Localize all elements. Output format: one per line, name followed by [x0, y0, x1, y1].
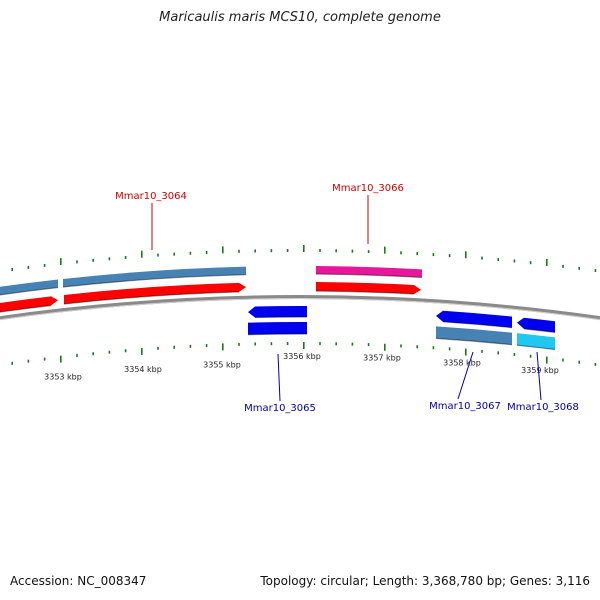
- tick-label: 3359 kbp: [521, 366, 559, 375]
- gene-bar-3067: [436, 326, 512, 345]
- cds-arrow-3067: [436, 310, 512, 328]
- gene-bar-3068-shade: [516, 344, 556, 351]
- gene-bar-3067-shade: [435, 337, 513, 346]
- gene-label: Mmar10_3068: [507, 402, 579, 413]
- gene-leader-line: [536, 351, 542, 401]
- backbone-circle: [0, 295, 600, 321]
- cds-arrow-3066-shade: [315, 290, 415, 295]
- tick-label: 3356 kbp: [283, 352, 321, 361]
- gene-leader-line: [277, 353, 281, 402]
- map-title: Maricaulis maris MCS10, complete genome: [159, 10, 441, 25]
- cds-arrow-3066: [316, 282, 421, 295]
- gene-bar-left: [0, 279, 58, 295]
- gene-bar-3068: [517, 333, 555, 350]
- gene-label: Mmar10_3064: [115, 191, 187, 202]
- cds-arrow-3068: [517, 317, 555, 333]
- tick-label: 3353 kbp: [44, 373, 82, 382]
- cds-arrow-3065: [248, 305, 307, 318]
- tick-label: 3358 kbp: [443, 358, 481, 367]
- cds-arrow-left-shade: [0, 304, 52, 313]
- gene-bar-3066: [316, 266, 422, 278]
- genome-summary-text: Topology: circular; Length: 3,368,780 bp…: [260, 574, 590, 588]
- accession-text: Accession: NC_008347: [10, 574, 147, 588]
- gene-bar-left-shade: [0, 286, 59, 296]
- cds-arrow-3068-shade: [523, 328, 556, 333]
- gene-bar-3064-shade: [62, 274, 247, 288]
- backbone-highlight: [0, 298, 600, 321]
- gene-label: Mmar10_3066: [332, 183, 404, 194]
- cds-arrow-3064-shade: [63, 291, 240, 305]
- tick-label: 3355 kbp: [203, 360, 241, 369]
- gene-bar-3066-shade: [315, 273, 423, 279]
- tick-label: 3357 kbp: [363, 354, 401, 363]
- gene-label: Mmar10_3067: [429, 401, 501, 412]
- cds-arrow-left: [0, 296, 58, 313]
- gene-bar-3064: [63, 266, 246, 288]
- gene-leader-line: [457, 351, 474, 400]
- tick-label: 3354 kbp: [124, 365, 162, 374]
- cds-arrow-3064: [64, 282, 246, 304]
- gene-bar-3065: [248, 322, 307, 335]
- gene-label: Mmar10_3065: [244, 403, 316, 414]
- gene-bar-3065-shade: [247, 333, 308, 336]
- cds-arrow-3067-shade: [442, 321, 513, 329]
